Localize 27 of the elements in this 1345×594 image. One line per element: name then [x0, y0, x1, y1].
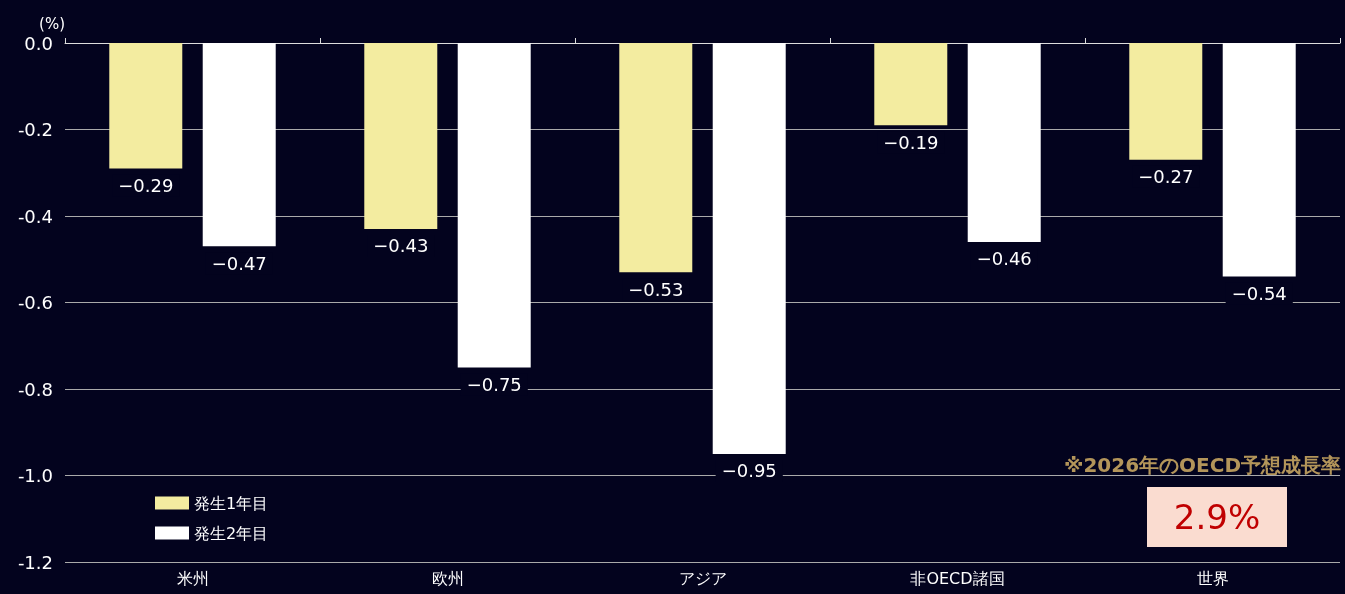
legend-label: 発生1年目 [194, 493, 269, 513]
y-tick-label: -0.2 [17, 119, 53, 140]
data-label: −0.95 [721, 460, 777, 482]
x-tick-label: 世界 [1196, 568, 1229, 588]
data-label: −0.75 [466, 373, 522, 395]
x-tick-label: アジア [678, 568, 727, 588]
y-tick-label: -1.2 [17, 551, 53, 573]
data-label: −0.54 [1231, 283, 1287, 305]
x-tick-label: 欧州 [431, 568, 464, 588]
data-label: −0.46 [976, 248, 1032, 270]
legend-label: 発生2年目 [194, 523, 269, 543]
y-tick-label: -1.0 [17, 465, 53, 486]
data-label: −0.43 [373, 235, 429, 257]
data-label: −0.53 [628, 278, 684, 300]
x-tick-label: 非OECD諸国 [910, 568, 1005, 588]
annotation: ※2026年のOECD予想成長率 [1063, 453, 1342, 477]
data-label: −0.47 [211, 252, 267, 274]
y-tick-label: -0.6 [17, 292, 53, 313]
y-axis-title: (%) [39, 14, 65, 33]
y-tick-label: 0.0 [24, 32, 53, 54]
data-label: −0.19 [883, 131, 939, 153]
data-label: −0.27 [1138, 166, 1194, 188]
y-tick-label: -0.4 [17, 205, 53, 227]
annotation: 2.9% [1173, 497, 1261, 537]
y-tick-label: -0.8 [17, 378, 53, 400]
data-label: −0.29 [118, 174, 174, 196]
x-tick-label: 米州 [176, 568, 209, 588]
